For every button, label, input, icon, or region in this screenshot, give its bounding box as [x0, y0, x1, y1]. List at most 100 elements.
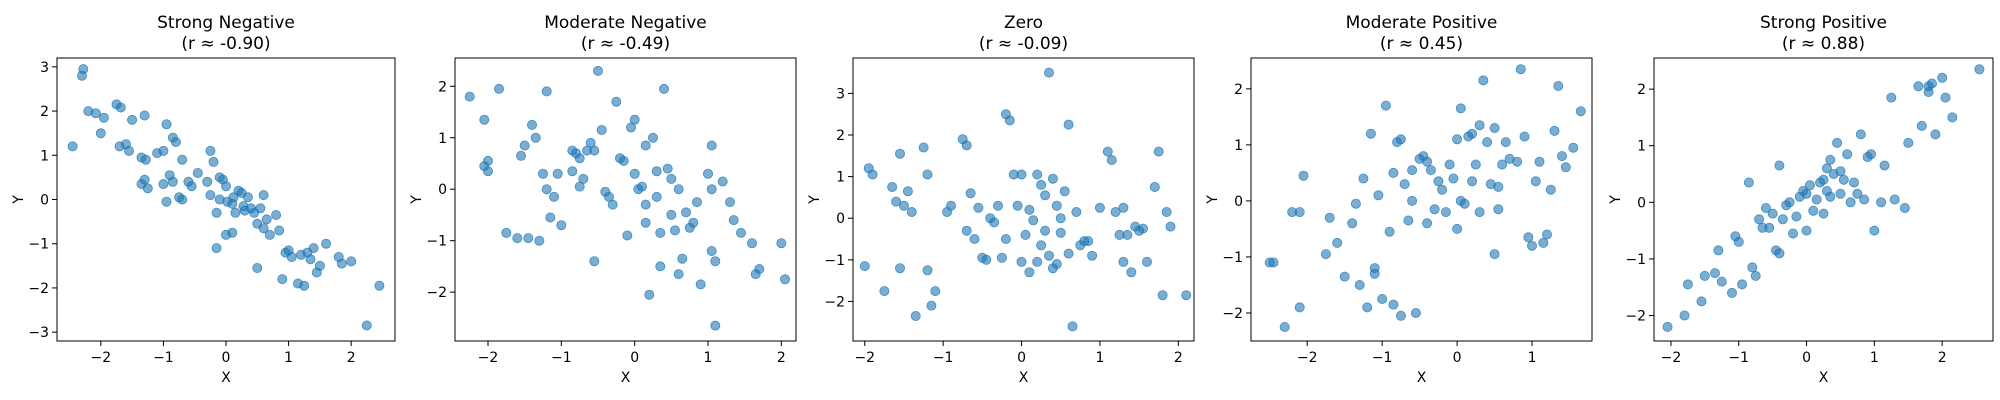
x-tick-label: 2 [1174, 350, 1183, 366]
chart-title-correlation: (r ≈ -0.49) [581, 34, 670, 54]
data-point [1754, 214, 1765, 225]
data-point [1044, 250, 1055, 261]
data-point [1493, 181, 1504, 192]
data-point [1036, 240, 1047, 251]
data-point [1876, 197, 1887, 208]
y-tick-label: −1 [1222, 250, 1243, 266]
data-point [891, 196, 902, 207]
data-point [1821, 163, 1832, 174]
data-point [1940, 92, 1951, 103]
data-point [1036, 179, 1047, 190]
data-point [115, 102, 126, 113]
scatter-points [1264, 64, 1586, 332]
data-point [523, 233, 534, 244]
axes-frame [1653, 57, 1994, 342]
data-point [1040, 225, 1051, 236]
data-point [519, 140, 530, 151]
data-point [961, 225, 972, 236]
data-point [299, 280, 310, 291]
data-point [1365, 128, 1376, 139]
x-tick-label: −2 [90, 350, 111, 366]
y-tick-label: 0 [1637, 195, 1646, 211]
data-point [651, 166, 662, 177]
x-tick-label: −2 [478, 350, 499, 366]
data-point [1835, 188, 1846, 199]
data-point [1515, 64, 1526, 75]
data-point [677, 253, 688, 264]
data-point [346, 256, 357, 267]
subplot-2: Moderate Negative(r ≈ -0.49) −2 −1 0 1 2 −2 −1 0… [409, 13, 797, 386]
data-point [695, 279, 706, 290]
data-point [211, 207, 222, 218]
data-point [255, 203, 266, 214]
data-point [530, 132, 541, 143]
data-point [1020, 229, 1031, 240]
data-point [1557, 151, 1568, 162]
data-point [1899, 202, 1910, 213]
subplot-4: Moderate Positive(r ≈ 0.45) −2 −1 0 1 −2 −1 0 1 2… [1205, 13, 1593, 386]
data-point [1733, 236, 1744, 247]
data-point [710, 320, 721, 331]
data-point [139, 110, 150, 121]
chart-title-main: Moderate Positive [1346, 13, 1498, 33]
data-point [1126, 267, 1137, 278]
x-tick-label: 2 [777, 350, 786, 366]
data-point [220, 181, 231, 192]
data-point [482, 166, 493, 177]
data-point [1974, 64, 1985, 75]
data-point [1032, 256, 1043, 267]
data-point [1774, 248, 1785, 259]
data-point [1059, 186, 1070, 197]
data-point [258, 190, 269, 201]
data-point [973, 202, 984, 213]
data-point [1063, 248, 1074, 259]
subplot-1: Strong Negative(r ≈ -0.90) −2 −1 0 1 2 −3 −2 −1 0… [11, 13, 396, 386]
data-point [1410, 307, 1421, 318]
data-point [252, 262, 263, 273]
data-point [578, 173, 589, 184]
data-point [549, 191, 560, 202]
data-point [670, 225, 681, 236]
data-point [1767, 208, 1778, 219]
data-point [1268, 257, 1279, 268]
x-tick-label: 2 [1938, 350, 1947, 366]
axes-frame [454, 57, 797, 342]
data-point [1549, 125, 1560, 136]
x-axis-label: X [1819, 370, 1829, 386]
data-point [186, 181, 197, 192]
y-tick-label: −1 [426, 234, 447, 250]
data-point [482, 155, 493, 166]
data-point [574, 153, 585, 164]
y-tick-label: 2 [40, 104, 49, 120]
data-point [1852, 188, 1863, 199]
data-point [1777, 214, 1788, 225]
x-axis-label: X [1019, 370, 1029, 386]
data-point [1028, 215, 1039, 226]
data-point [993, 200, 1004, 211]
data-point [1713, 245, 1724, 256]
data-point [1452, 223, 1463, 234]
data-point [556, 220, 567, 231]
data-point [1000, 233, 1011, 244]
data-point [1467, 128, 1478, 139]
data-point [589, 256, 600, 267]
data-point [1930, 129, 1941, 140]
data-point [501, 227, 512, 238]
data-point [261, 214, 272, 225]
chart-title-main: Zero [1004, 13, 1043, 33]
y-tick-label: −1 [1625, 252, 1646, 268]
data-point [1354, 279, 1365, 290]
x-axis-label: X [621, 370, 631, 386]
data-point [918, 142, 929, 153]
data-point [640, 140, 651, 151]
data-point [274, 225, 285, 236]
y-tick-label: 1 [1637, 139, 1646, 155]
chart-title: Strong Negative(r ≈ -0.90) [157, 13, 295, 54]
y-tick-label: 1 [438, 131, 447, 147]
data-point [1384, 226, 1395, 237]
data-point [1842, 149, 1853, 160]
y-tick-label: 2 [438, 79, 447, 95]
data-point [1866, 149, 1877, 160]
data-point [596, 125, 607, 136]
data-point [622, 230, 633, 241]
